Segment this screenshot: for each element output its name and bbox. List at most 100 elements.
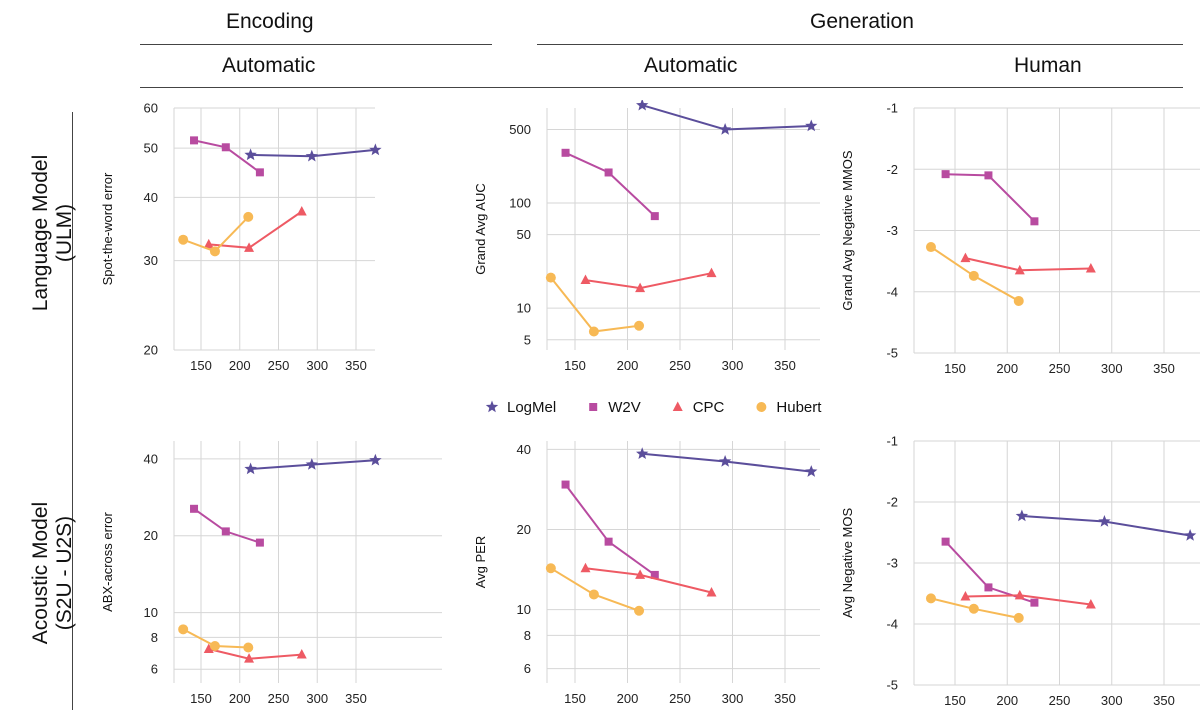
x-tick-label: 300 <box>722 358 744 373</box>
y-tick-label: 20 <box>144 343 158 358</box>
x-tick-label: 250 <box>268 691 290 706</box>
legend-label: Hubert <box>776 399 822 416</box>
x-tick-label: 200 <box>229 691 251 706</box>
plot-s2u-abx: 150 200 250 300 350 6 8 10 20 40 ABX-across error <box>100 441 442 706</box>
y-tick-label: -3 <box>886 556 898 571</box>
series-line-hubert <box>550 567 640 612</box>
point-w2v <box>221 527 230 536</box>
legend-label: W2V <box>608 399 641 416</box>
y-tick-label: 10 <box>517 602 531 617</box>
series-line-logmel <box>641 104 812 131</box>
y-tick-label: -2 <box>886 495 898 510</box>
x-tick-label: 200 <box>229 358 251 373</box>
point-hubert <box>545 563 556 574</box>
rule-subheaders <box>140 87 1183 88</box>
y-tick-label: -1 <box>886 101 898 116</box>
point-cpc <box>1085 598 1096 609</box>
point-w2v <box>561 480 570 489</box>
point-w2v <box>255 168 264 177</box>
y-axis-label: Grand Avg AUC <box>473 183 488 275</box>
y-tick-label: 6 <box>151 662 158 677</box>
y-tick-label: -1 <box>886 434 898 449</box>
series-line-cpc <box>585 567 712 594</box>
point-w2v <box>650 212 659 221</box>
point-hubert <box>545 272 556 283</box>
point-logmel <box>636 100 649 111</box>
x-tick-label: 300 <box>722 691 744 706</box>
point-logmel <box>719 123 732 135</box>
point-cpc <box>706 267 717 278</box>
point-logmel <box>369 143 382 156</box>
point-w2v <box>221 143 230 152</box>
y-tick-label: 50 <box>144 141 158 156</box>
rule-row-divider <box>72 112 73 710</box>
point-cpc <box>244 653 255 663</box>
point-hubert <box>968 270 979 281</box>
point-logmel <box>244 148 257 161</box>
rule-encoding <box>140 44 492 45</box>
x-tick-label: 200 <box>617 358 639 373</box>
y-tick-label: 8 <box>151 630 158 645</box>
y-tick-label: 30 <box>144 253 158 268</box>
x-tick-label: 150 <box>190 358 212 373</box>
legend: LogMel W2V CPC Hubert <box>485 399 822 416</box>
y-axis-label: Spot-the-word error <box>100 172 115 285</box>
series-line-cpc <box>965 257 1091 272</box>
x-tick-label: 350 <box>774 691 796 706</box>
y-tick-label: 60 <box>144 101 158 116</box>
y-axis-label: Avg Negative MOS <box>840 508 855 619</box>
point-w2v <box>941 537 950 546</box>
point-cpc <box>960 591 971 601</box>
point-w2v <box>604 537 613 546</box>
y-tick-label: 40 <box>144 451 158 466</box>
point-cpc <box>635 282 646 293</box>
header-automatic-encoding: Automatic <box>222 54 316 77</box>
point-logmel <box>805 465 818 477</box>
point-logmel <box>719 455 732 467</box>
series-group <box>925 170 1096 306</box>
series-group <box>925 509 1197 623</box>
series-line-w2v <box>193 507 261 544</box>
x-tick-label: 350 <box>345 691 367 706</box>
plot-ulm-mmos: 150 200 250 300 350 -5 -4 -3 -2 -1 Grand Avg Negat… <box>840 101 1200 376</box>
star-icon <box>485 400 499 413</box>
point-logmel <box>636 447 649 459</box>
point-hubert <box>178 234 189 245</box>
x-tick-label: 200 <box>617 691 639 706</box>
legend-label: LogMel <box>507 399 556 416</box>
x-tick-label: 250 <box>669 358 691 373</box>
point-hubert <box>968 603 979 614</box>
x-tick-label: 150 <box>190 691 212 706</box>
point-hubert <box>925 593 936 604</box>
plot-ulm-auc: 150 200 250 300 350 5 10 50 100 500 Grand Avg AUC <box>473 100 820 373</box>
x-tick-label: 350 <box>345 358 367 373</box>
x-tick-label: 300 <box>306 358 328 373</box>
triangle-icon <box>672 401 683 411</box>
x-tick-label: 300 <box>1101 361 1123 376</box>
point-w2v <box>561 148 570 157</box>
series-line-cpc <box>208 648 302 660</box>
point-logmel <box>369 453 382 466</box>
point-w2v <box>984 171 993 180</box>
x-tick-label: 300 <box>1101 693 1123 708</box>
point-logmel <box>1098 515 1111 527</box>
point-cpc <box>635 569 646 579</box>
point-cpc <box>580 562 591 573</box>
x-tick-label: 150 <box>944 693 966 708</box>
legend-item-hubert: Hubert <box>756 399 822 416</box>
y-tick-label: 5 <box>524 332 531 347</box>
point-hubert <box>588 326 599 337</box>
x-tick-label: 250 <box>1049 693 1071 708</box>
point-cpc <box>580 274 591 285</box>
x-tick-label: 200 <box>996 361 1018 376</box>
x-tick-label: 300 <box>306 691 328 706</box>
y-tick-label: 50 <box>517 227 531 242</box>
point-cpc <box>203 643 214 654</box>
series-group <box>545 447 818 616</box>
circle-icon <box>756 402 767 412</box>
point-w2v <box>1030 598 1039 607</box>
header-automatic-generation: Automatic <box>644 54 738 77</box>
plot-s2u-mos: 150 200 250 300 350 -5 -4 -3 -2 -1 Avg Negative MO… <box>840 434 1200 708</box>
point-hubert <box>634 320 645 331</box>
point-hubert <box>209 246 220 257</box>
